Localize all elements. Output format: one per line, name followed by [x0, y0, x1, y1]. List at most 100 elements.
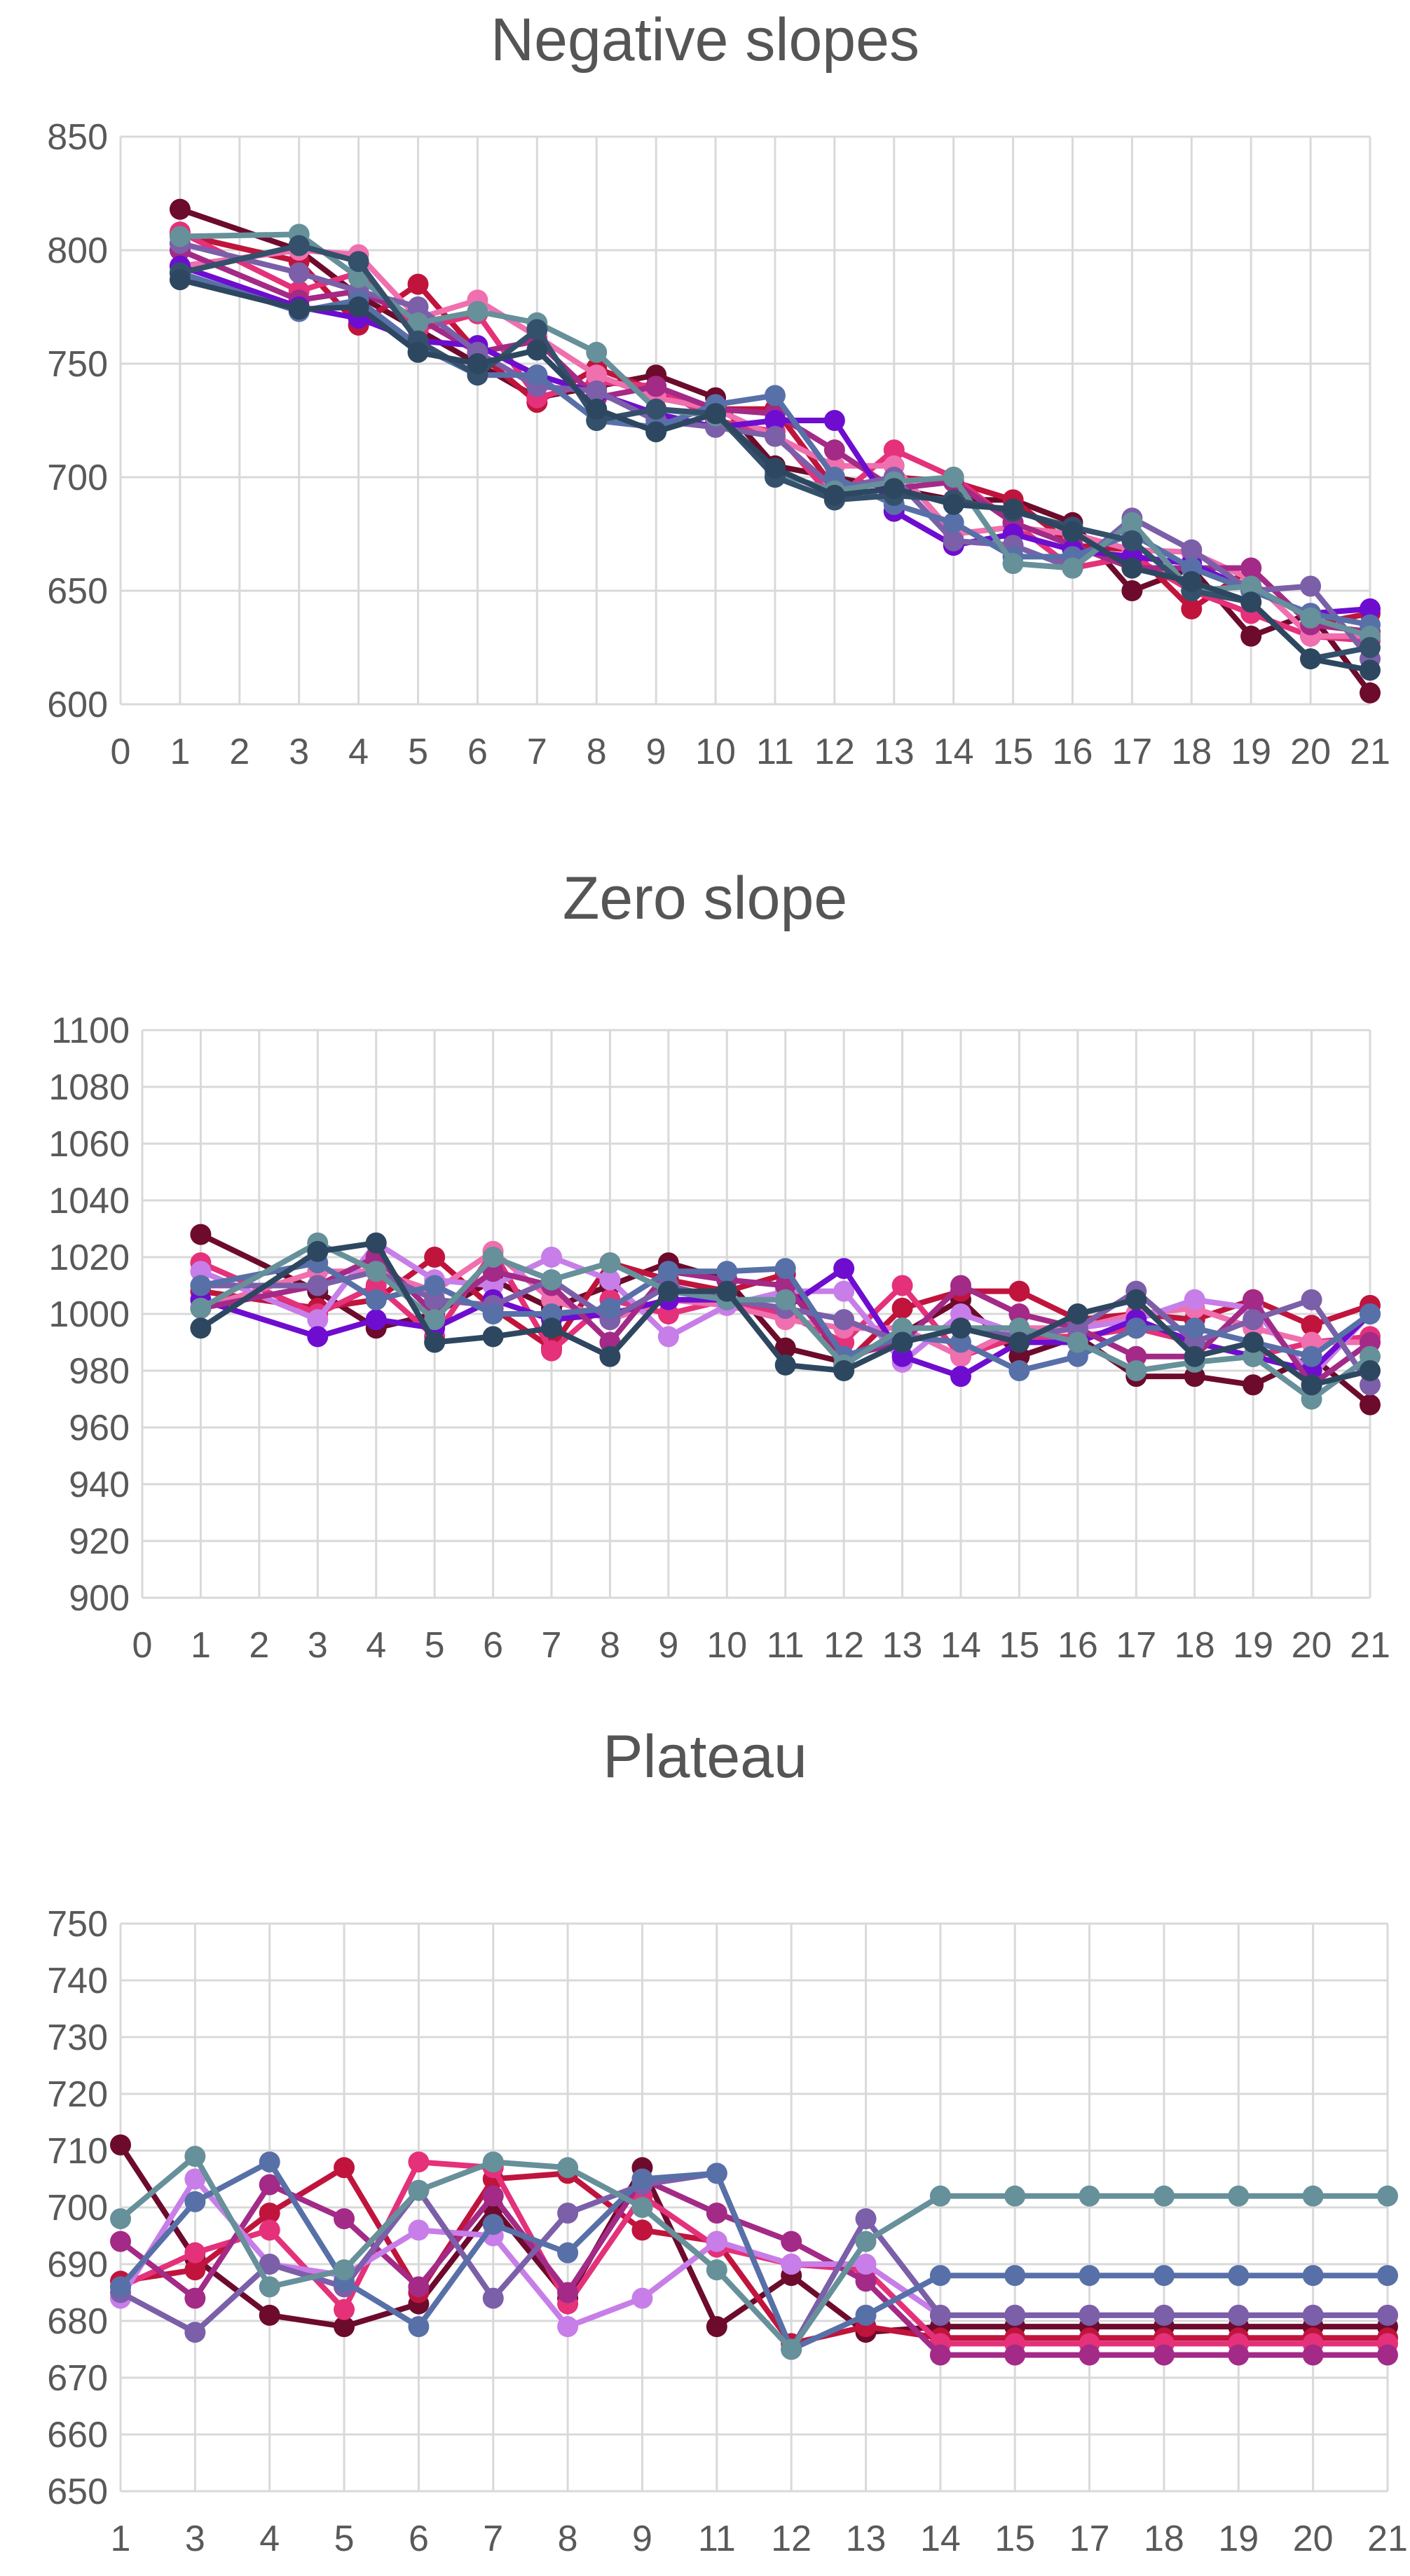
x-tick-label: 16	[1053, 732, 1093, 772]
data-point	[774, 1258, 796, 1280]
data-point	[1062, 521, 1083, 542]
chart-title: Zero slope	[562, 865, 848, 932]
data-point	[424, 1331, 446, 1353]
data-point	[334, 2316, 355, 2338]
x-tick-label: 11	[698, 2519, 736, 2559]
data-point	[424, 1275, 446, 1296]
chart-title: Negative slopes	[491, 6, 919, 74]
x-tick-label: 15	[993, 732, 1034, 772]
y-tick-label: 1040	[48, 1181, 130, 1221]
data-point	[110, 2276, 131, 2298]
data-point	[706, 2231, 727, 2252]
data-point	[706, 2316, 727, 2338]
data-point	[334, 2208, 355, 2230]
data-point	[482, 1247, 504, 1268]
data-point	[110, 2208, 131, 2230]
data-point	[482, 2214, 504, 2235]
data-point	[169, 198, 191, 220]
data-point	[1360, 682, 1381, 704]
data-point	[424, 1309, 446, 1331]
data-point	[657, 1280, 679, 1302]
data-point	[855, 2254, 877, 2275]
y-tick-label: 680	[47, 2301, 108, 2342]
x-tick-label: 2	[229, 732, 249, 772]
data-point	[526, 339, 548, 361]
x-tick-label: 20	[1292, 1625, 1332, 1666]
data-point	[365, 1309, 387, 1331]
data-point	[929, 2304, 951, 2326]
data-point	[823, 439, 845, 461]
data-point	[891, 1275, 913, 1296]
data-point	[774, 1289, 796, 1310]
x-tick-label: 12	[814, 732, 855, 772]
data-point	[1184, 1289, 1205, 1310]
line-chart: 9009209409609801000102010401060108011000…	[48, 1010, 1390, 1666]
data-point	[467, 353, 488, 374]
data-point	[705, 403, 727, 425]
data-point	[259, 2276, 280, 2298]
data-point	[288, 235, 310, 256]
data-point	[586, 398, 608, 420]
data-point	[1121, 512, 1143, 533]
data-point	[1153, 2265, 1175, 2287]
y-tick-label: 850	[47, 117, 108, 158]
data-point	[259, 2202, 280, 2224]
y-tick-label: 750	[47, 344, 108, 385]
x-tick-label: 20	[1293, 2519, 1334, 2559]
data-point	[1302, 2344, 1324, 2366]
data-point	[541, 1269, 562, 1291]
x-tick-label: 8	[600, 1625, 620, 1666]
y-tick-label: 710	[47, 2131, 108, 2172]
x-tick-label: 4	[366, 1625, 386, 1666]
data-point	[1302, 2304, 1324, 2326]
chart-panel-negative-slopes: Negative slopes 600 650 700 750 800 850 0 1 2 3 4 5…	[0, 0, 1410, 858]
data-point	[307, 1275, 329, 1296]
x-tick-label: 6	[409, 2519, 429, 2559]
data-point	[307, 1309, 329, 1331]
data-point	[1360, 1360, 1381, 1381]
x-tick-label: 12	[823, 1625, 864, 1666]
data-point	[855, 2231, 877, 2252]
x-tick-label: 3	[308, 1625, 328, 1666]
data-point	[1228, 2265, 1250, 2287]
data-point	[348, 296, 369, 317]
data-point	[1008, 1331, 1030, 1353]
x-tick-label: 17	[1069, 2519, 1110, 2559]
x-tick-label: 20	[1290, 732, 1331, 772]
x-tick-label: 3	[185, 2519, 205, 2559]
data-point	[823, 484, 845, 506]
x-tick-label: 8	[587, 732, 607, 772]
data-point	[1360, 1394, 1381, 1416]
data-point	[833, 1360, 855, 1381]
data-point	[1153, 2304, 1175, 2326]
data-point	[1004, 2185, 1026, 2207]
data-point	[1377, 2265, 1398, 2287]
data-point	[716, 1280, 738, 1302]
data-point	[557, 2157, 579, 2179]
data-point	[424, 1247, 446, 1268]
data-point	[1079, 2265, 1100, 2287]
x-tick-label: 18	[1171, 732, 1212, 772]
data-point	[586, 364, 608, 386]
data-point	[764, 458, 786, 479]
data-point	[1240, 625, 1262, 647]
data-point	[1360, 1303, 1381, 1324]
data-point	[1079, 2344, 1100, 2366]
data-point	[1125, 1360, 1147, 1381]
data-point	[1004, 2344, 1026, 2366]
y-tick-label: 650	[47, 2472, 108, 2512]
x-tick-label: 8	[558, 2519, 578, 2559]
x-tick-label: 12	[771, 2519, 812, 2559]
data-point	[943, 467, 964, 488]
data-point	[943, 530, 964, 551]
data-point	[110, 2231, 131, 2252]
data-point	[365, 1232, 387, 1254]
data-point	[1121, 580, 1143, 601]
data-point	[1377, 2185, 1398, 2207]
data-point	[1240, 575, 1262, 597]
x-tick-label: 10	[706, 1625, 747, 1666]
data-point	[541, 1340, 562, 1362]
x-tick-label: 13	[882, 1625, 923, 1666]
x-tick-label: 14	[933, 732, 974, 772]
